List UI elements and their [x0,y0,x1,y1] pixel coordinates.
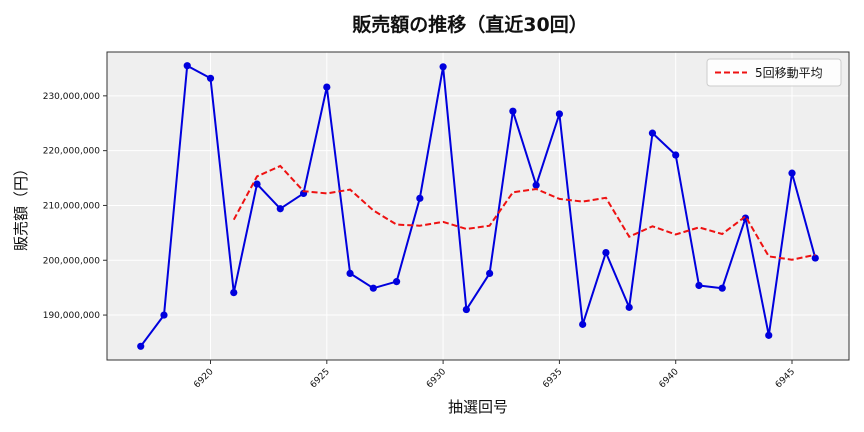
x-axis-label: 抽選回号 [448,398,508,416]
series-sales-line [139,64,817,347]
legend-box [706,58,842,87]
sales-point [648,129,657,137]
sales-point [532,181,540,189]
y-axis-label: 販売額（円） [12,161,30,251]
sales-point [392,278,401,286]
sales-point [602,248,610,257]
sales-point [695,281,703,290]
sales-point [369,284,377,292]
sales-point [439,63,447,71]
sales-point [625,303,633,311]
sales-point [509,107,517,115]
chart-title: 販売額の推移（直近30回） [352,13,587,36]
legend: 5回移動平均 [706,58,842,87]
sales-point [672,151,680,159]
sales-point [206,74,215,82]
sales-point [462,305,470,314]
series-layer [106,51,850,361]
sales-point [486,269,494,278]
sales-point [811,254,819,262]
y-tick-label: 220,000,000 [43,147,101,157]
plot-area [107,52,849,360]
sales-point [718,284,726,292]
sales-point [160,311,168,319]
sales-point [253,180,261,188]
sales-point [579,320,587,328]
y-tick-label: 200,000,000 [43,256,101,266]
sales-point [183,62,191,70]
sales-point [346,269,354,278]
sales-point [276,205,284,213]
plot-frame [106,51,850,361]
y-tick-label: 210,000,000 [43,201,101,211]
sales-point [765,331,773,339]
y-tick-label: 190,000,000 [43,311,101,321]
series-moving-average-line [232,164,816,261]
y-tick-label: 230,000,000 [43,92,101,102]
legend-entry-moving-average: 5回移動平均 [755,66,823,80]
sales-point [416,194,424,202]
sales-point [230,288,238,297]
sales-point [555,110,564,118]
sales-point [137,342,145,350]
y-axis-ticks: 190,000,000 200,000,000 210,000,000 220,000… [43,92,107,321]
sales-point [323,83,331,91]
sales-point [788,169,796,177]
